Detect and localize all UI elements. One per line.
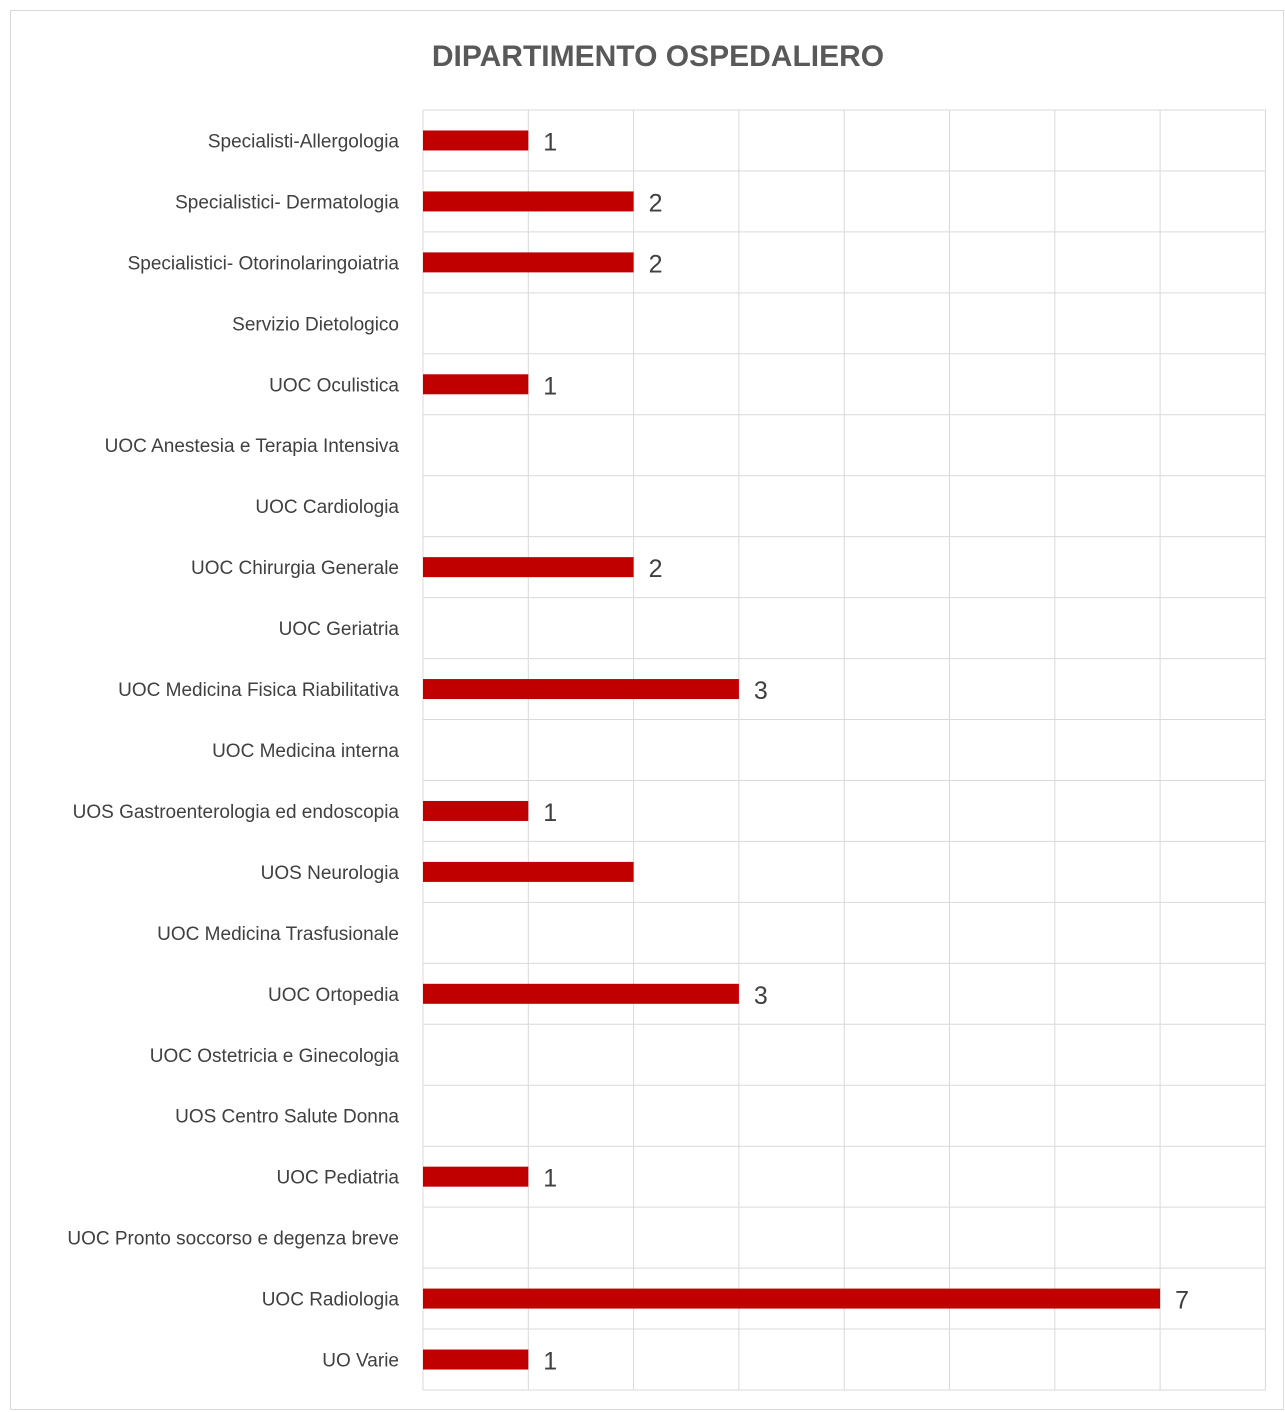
- category-label: UOC Medicina interna: [212, 741, 399, 762]
- data-label: 2: [649, 189, 663, 217]
- data-label: 7: [1175, 1287, 1189, 1315]
- bar: [423, 374, 529, 395]
- category-label: UOC Anestesia e Terapia Intensiva: [105, 436, 400, 457]
- data-label: 1: [543, 372, 557, 400]
- data-labels: 1 2 2 1 2 3 1 3 1 7 1: [543, 128, 1189, 1375]
- category-label: UOC Cardiologia: [255, 497, 399, 518]
- data-label: 1: [543, 799, 557, 827]
- category-label: Specialisti-Allergologia: [208, 131, 400, 152]
- category-label: UOC Radiologia: [262, 1290, 400, 1311]
- category-label: UOC Geriatria: [279, 619, 400, 640]
- bar: [423, 679, 739, 700]
- category-label: UOS Centro Salute Donna: [175, 1107, 399, 1128]
- category-label: Specialistici- Dermatologia: [175, 192, 399, 213]
- data-label: 1: [543, 128, 557, 156]
- category-label: UOC Medicina Trasfusionale: [157, 924, 399, 945]
- category-labels: Specialisti-Allergologia Specialistici- D…: [67, 131, 399, 1371]
- bar: [423, 1166, 529, 1187]
- category-label: UOC Ostetricia e Ginecologia: [150, 1046, 400, 1067]
- bar: [423, 557, 634, 578]
- category-label: UO Varie: [322, 1351, 399, 1372]
- chart-title: DIPARTIMENTO OSPEDALIERO: [432, 40, 884, 73]
- bar: [423, 191, 634, 212]
- data-label: 3: [754, 677, 768, 705]
- category-label: UOC Pediatria: [277, 1168, 400, 1189]
- data-label: 2: [649, 250, 663, 278]
- bars: [423, 130, 1161, 1370]
- category-label: UOC Pronto soccorso e degenza breve: [67, 1229, 399, 1250]
- data-label: 1: [543, 1348, 557, 1376]
- category-label: UOC Oculistica: [269, 375, 399, 396]
- chart-frame: [10, 10, 1284, 1410]
- bar: [423, 983, 739, 1004]
- bar: [423, 800, 529, 821]
- bar: [423, 1288, 1161, 1309]
- gridlines: [422, 109, 1266, 1391]
- category-label: Specialistici- Otorinolaringoiatria: [128, 253, 400, 274]
- bar: [423, 130, 529, 151]
- category-label: UOS Gastroenterologia ed endoscopia: [73, 802, 400, 823]
- data-label: 2: [649, 555, 663, 583]
- bar: [423, 1349, 529, 1370]
- data-label: 1: [543, 1165, 557, 1193]
- category-label: UOS Neurologia: [261, 863, 400, 884]
- category-label: UOC Chirurgia Generale: [191, 558, 399, 579]
- data-label: 3: [754, 982, 768, 1010]
- bar: [423, 252, 634, 273]
- category-label: UOC Medicina Fisica Riabilitativa: [118, 680, 399, 701]
- category-label: Servizio Dietologico: [232, 314, 399, 335]
- bar: [423, 861, 634, 882]
- category-label: UOC Ortopedia: [268, 985, 399, 1006]
